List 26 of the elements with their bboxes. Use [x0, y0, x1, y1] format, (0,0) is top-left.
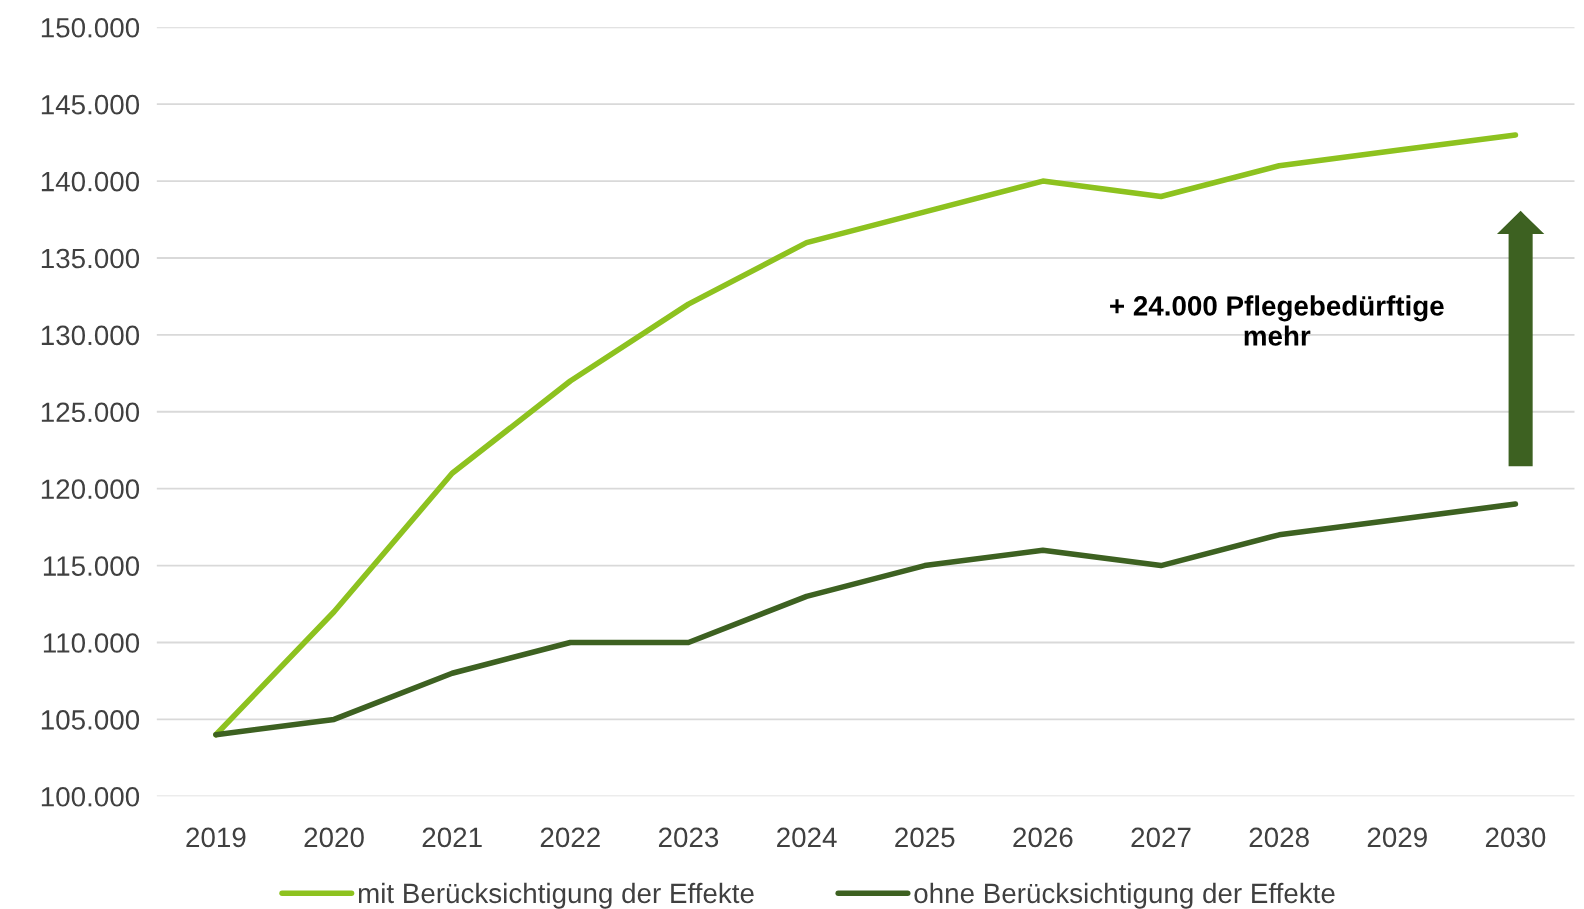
y-tick-label: 150.000 — [41, 17, 140, 38]
y-tick-label: 120.000 — [41, 479, 140, 500]
y-tick-label: 115.000 — [43, 556, 140, 576]
y-tick-label: 135.000 — [41, 248, 140, 269]
x-tick-label: 2020 — [304, 827, 364, 848]
x-tick-label: 2024 — [777, 827, 837, 848]
x-tick-label: 2022 — [540, 827, 600, 848]
y-tick-label: 110.000 — [43, 633, 140, 653]
x-tick-label: 2021 — [422, 827, 482, 848]
legend-label: ohne Berücksichtigung der Effekte — [914, 882, 1335, 909]
y-tick-label: 100.000 — [41, 786, 140, 807]
y-tick-label: 130.000 — [41, 325, 140, 346]
y-tick-label: 140.000 — [41, 171, 140, 192]
x-tick-label: 2026 — [1013, 827, 1073, 848]
y-tick-label: 145.000 — [41, 94, 140, 115]
x-tick-label: 2023 — [658, 827, 719, 848]
x-tick-label: 2027 — [1131, 827, 1191, 848]
x-tick-label: 2029 — [1367, 827, 1427, 848]
x-tick-label: 2025 — [895, 827, 955, 848]
x-tick-label: 2030 — [1485, 827, 1546, 848]
y-tick-label: 125.000 — [41, 402, 140, 423]
x-tick-label: 2028 — [1249, 827, 1309, 848]
y-tick-label: 105.000 — [41, 710, 140, 730]
x-tick-label: 2019 — [186, 827, 246, 848]
annotation: + 24.000 Pflegebedürftige mehr — [1110, 295, 1444, 346]
legend-label: mit Berücksichtigung der Effekte — [358, 882, 754, 909]
